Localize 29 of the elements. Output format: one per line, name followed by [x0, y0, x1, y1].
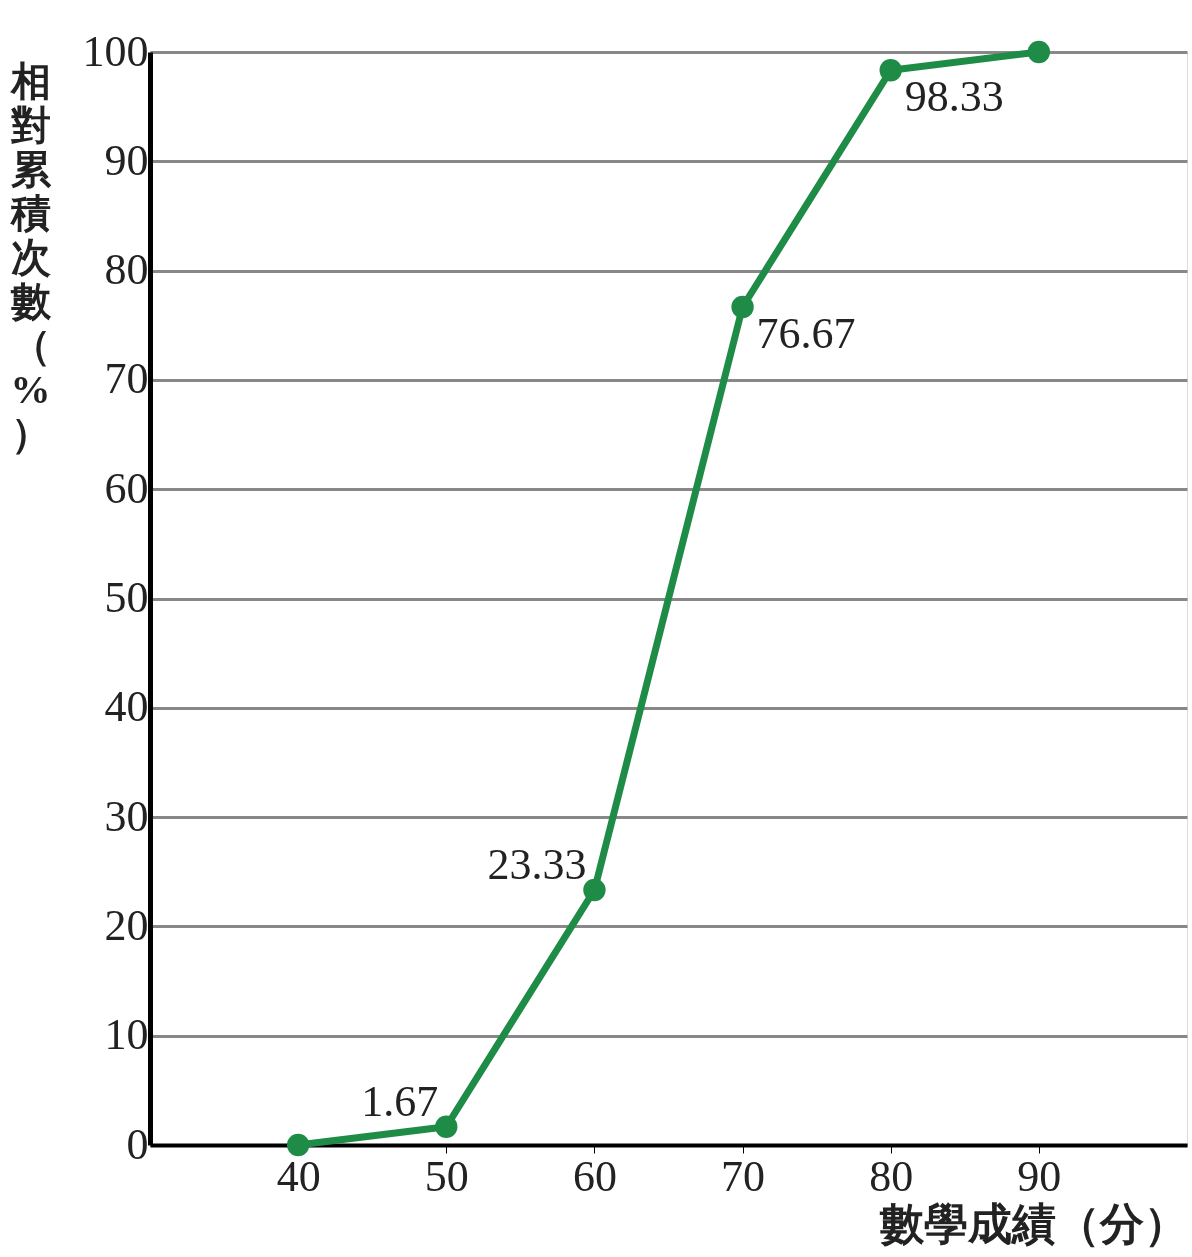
x-tick-label: 70 [721, 1151, 766, 1201]
y-tick-label: 70 [104, 354, 149, 404]
y-tick-label: 80 [104, 245, 149, 295]
point [879, 59, 902, 82]
data-label: 1.67 [361, 1076, 439, 1126]
text: 相對累積次數（%） [10, 58, 51, 456]
x-tick-label: 50 [424, 1151, 469, 1201]
x-tick-label: 80 [869, 1151, 914, 1201]
x-tick-label: 90 [1017, 1151, 1062, 1201]
data-label: 98.33 [904, 72, 1004, 122]
y-tick-label: 60 [104, 463, 149, 513]
y-tick-label: 20 [104, 900, 149, 950]
y-tick-label: 50 [104, 573, 149, 622]
data-label: 76.67 [756, 309, 856, 358]
x-tick-label: 60 [572, 1151, 617, 1201]
point [583, 878, 606, 902]
data-label: 23.33 [487, 840, 587, 889]
point [1027, 40, 1051, 64]
y-tick-label: 40 [104, 682, 149, 732]
y-tick-label: 10 [104, 1010, 149, 1060]
point [435, 1115, 458, 1138]
point [731, 295, 754, 319]
x-axis-title: 數學成績（分） [878, 1199, 1188, 1249]
y-tick-label: 100 [82, 26, 149, 76]
y-tick-label: 0 [126, 1119, 149, 1169]
y-tick-label: 30 [104, 791, 149, 841]
y-tick-label: 90 [104, 135, 149, 185]
x-tick-label: 40 [276, 1151, 321, 1201]
point [286, 1133, 310, 1157]
